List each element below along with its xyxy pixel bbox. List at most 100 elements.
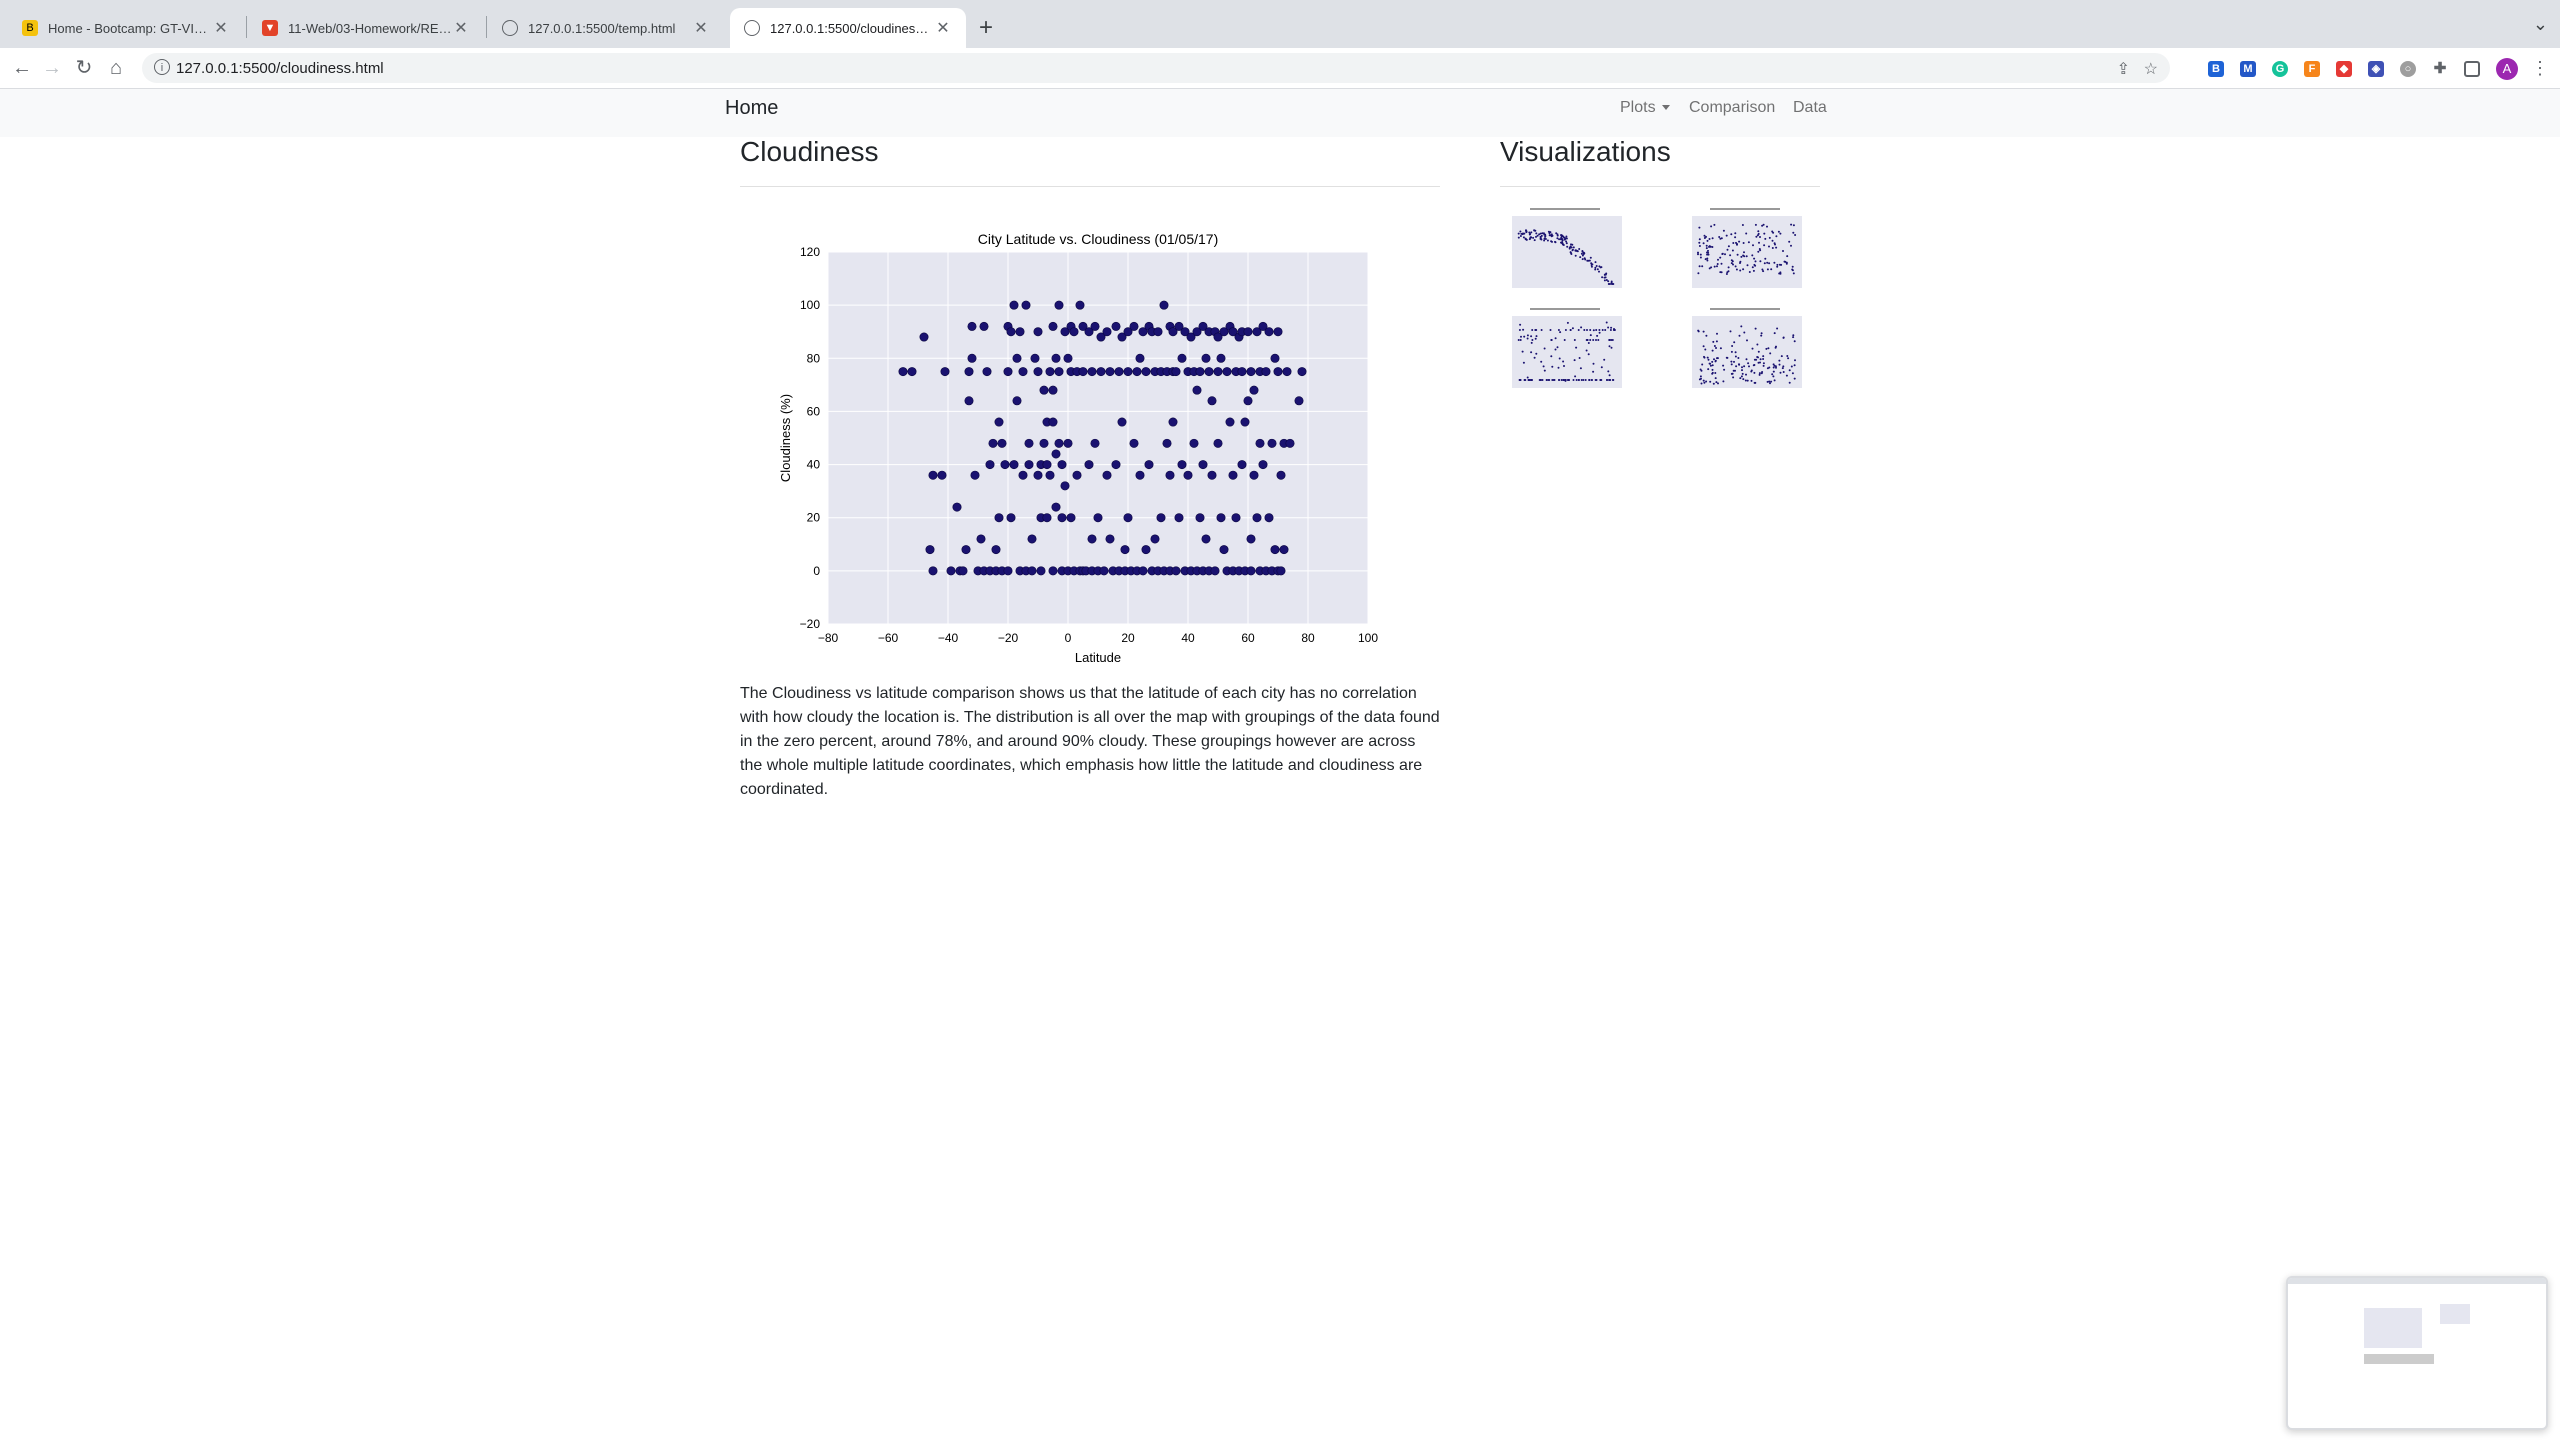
thumbnail-plot-area bbox=[1512, 216, 1622, 288]
thumbnail-point bbox=[1719, 347, 1722, 350]
thumbnail-point bbox=[1594, 261, 1597, 264]
page-title: Cloudiness bbox=[740, 136, 879, 167]
scatter-point bbox=[1054, 367, 1064, 377]
preview-tabbar bbox=[2288, 1278, 2546, 1284]
scatter-point bbox=[979, 321, 989, 331]
thumbnail-point bbox=[1608, 339, 1611, 341]
thumbnail-point bbox=[1530, 351, 1533, 354]
scatter-point bbox=[1210, 566, 1220, 576]
thumbnail-point bbox=[1785, 374, 1788, 377]
scatter-point bbox=[1195, 513, 1205, 523]
thumbnail-point bbox=[1581, 258, 1584, 261]
browser-tab-strip: B Home - Bootcamp: GT-VIRT-D ✕ ▼ 11-Web/… bbox=[0, 0, 2560, 48]
thumbnail-point bbox=[1566, 245, 1569, 248]
thumbnail-point bbox=[1526, 376, 1529, 379]
thumbnail-point bbox=[1595, 265, 1598, 267]
screen-share-preview[interactable] bbox=[2286, 1276, 2548, 1430]
scatter-point bbox=[1084, 327, 1094, 337]
thumbnail-point bbox=[1710, 225, 1713, 228]
new-tab-button[interactable]: + bbox=[978, 14, 993, 41]
thumbnail-point bbox=[1604, 329, 1607, 331]
thumbnail-point bbox=[1698, 238, 1701, 241]
nav-data-link[interactable]: Data bbox=[1793, 99, 1827, 116]
scatter-point bbox=[1162, 438, 1172, 448]
scatter-point bbox=[1150, 534, 1160, 544]
thumbnail-point bbox=[1759, 249, 1762, 252]
thumbnail-point bbox=[1542, 365, 1545, 368]
back-arrow-icon[interactable]: ← bbox=[12, 57, 32, 79]
scatter-point bbox=[970, 470, 980, 480]
extension-icon[interactable]: ◆ bbox=[2336, 61, 2352, 77]
profile-avatar[interactable]: A bbox=[2496, 58, 2518, 80]
home-icon[interactable]: ⌂ bbox=[109, 57, 123, 79]
thumbnail-point bbox=[1779, 271, 1782, 274]
address-url[interactable]: 127.0.0.1:5500/cloudiness.html bbox=[176, 60, 384, 77]
thumbnail-point bbox=[1563, 365, 1565, 367]
extension-icon[interactable]: B bbox=[2208, 61, 2224, 77]
close-icon[interactable]: ✕ bbox=[214, 20, 228, 37]
scatter-point bbox=[1078, 367, 1088, 377]
browser-tab-1[interactable]: B Home - Bootcamp: GT-VIRT-D ✕ bbox=[8, 8, 244, 48]
thumbnail-point bbox=[1563, 339, 1566, 341]
thumbnail-point bbox=[1767, 347, 1770, 350]
temperature-plot-thumbnail[interactable] bbox=[1500, 206, 1624, 294]
address-bar[interactable]: i 127.0.0.1:5500/cloudiness.html ⇪ ☆ bbox=[142, 53, 2170, 83]
reload-icon[interactable]: ↻ bbox=[75, 57, 93, 79]
scatter-point bbox=[1111, 460, 1121, 470]
humidity-plot-thumbnail[interactable] bbox=[1680, 206, 1804, 294]
thumbnail-point bbox=[1706, 239, 1709, 242]
thumbnail-point bbox=[1781, 367, 1784, 370]
cloudiness-plot-thumbnail[interactable] bbox=[1500, 306, 1624, 394]
thumbnail-point bbox=[1523, 335, 1526, 338]
y-axis-label: Cloudiness (%) bbox=[778, 394, 793, 482]
thumbnail-point bbox=[1750, 379, 1753, 382]
scatter-point bbox=[1006, 513, 1016, 523]
tab-search-chevron-icon[interactable]: ⌄ bbox=[2532, 14, 2548, 34]
thumbnail-point bbox=[1786, 255, 1789, 258]
thumbnail-point bbox=[1758, 241, 1760, 244]
more-menu-icon[interactable]: ⋮ bbox=[2531, 58, 2549, 78]
site-info-icon[interactable]: i bbox=[154, 59, 170, 75]
nav-plots-dropdown[interactable]: Plots bbox=[1620, 99, 1670, 117]
thumbnail-point bbox=[1770, 268, 1773, 271]
scatter-point bbox=[1048, 566, 1058, 576]
bookmark-star-icon[interactable]: ☆ bbox=[2143, 61, 2158, 78]
scatter-point bbox=[1093, 513, 1103, 523]
grammarly-icon[interactable]: G bbox=[2272, 61, 2288, 77]
navbar-brand-home[interactable]: Home bbox=[725, 97, 779, 119]
close-icon[interactable]: ✕ bbox=[694, 20, 708, 37]
thumbnail-point bbox=[1772, 375, 1775, 378]
nav-comparison-link[interactable]: Comparison bbox=[1689, 99, 1776, 116]
scatter-point bbox=[1177, 460, 1187, 470]
extension-icon[interactable]: ◈ bbox=[2368, 61, 2384, 77]
share-icon[interactable]: ⇪ bbox=[2116, 61, 2130, 78]
thumbnail-point bbox=[1725, 234, 1728, 237]
divider bbox=[740, 186, 1440, 187]
extension-icon[interactable]: M bbox=[2240, 61, 2256, 77]
thumbnail-point bbox=[1778, 359, 1781, 362]
side-panel-icon[interactable] bbox=[2464, 61, 2480, 77]
thumbnail-point bbox=[1771, 239, 1774, 242]
scatter-point bbox=[1060, 481, 1070, 491]
close-icon[interactable]: ✕ bbox=[936, 20, 950, 37]
thumbnail-point bbox=[1779, 232, 1782, 235]
scatter-point bbox=[1204, 367, 1214, 377]
extension-icon[interactable]: ○ bbox=[2400, 61, 2416, 77]
puzzle-extensions-icon[interactable]: ✚ bbox=[2433, 60, 2447, 77]
thumbnail-point bbox=[1527, 379, 1530, 381]
browser-tab-2[interactable]: ▼ 11-Web/03-Homework/READM ✕ bbox=[248, 8, 484, 48]
metamask-icon[interactable]: F bbox=[2304, 61, 2320, 77]
forward-arrow-icon[interactable]: → bbox=[42, 57, 62, 79]
thumbnail-point bbox=[1773, 332, 1776, 335]
wind-speed-plot-thumbnail[interactable] bbox=[1680, 306, 1804, 394]
browser-tab-4-active[interactable]: 127.0.0.1:5500/cloudiness.htm ✕ bbox=[730, 8, 966, 48]
thumbnail-point bbox=[1577, 329, 1580, 331]
thumbnail-point bbox=[1575, 379, 1578, 381]
thumbnail-point bbox=[1713, 358, 1715, 361]
thumbnail-point bbox=[1554, 337, 1557, 340]
browser-tab-3[interactable]: 127.0.0.1:5500/temp.html ✕ bbox=[488, 8, 724, 48]
close-icon[interactable]: ✕ bbox=[454, 20, 468, 37]
thumbnail-point bbox=[1589, 339, 1592, 341]
thumbnail-point bbox=[1556, 234, 1559, 237]
thumbnail-point bbox=[1763, 244, 1766, 247]
